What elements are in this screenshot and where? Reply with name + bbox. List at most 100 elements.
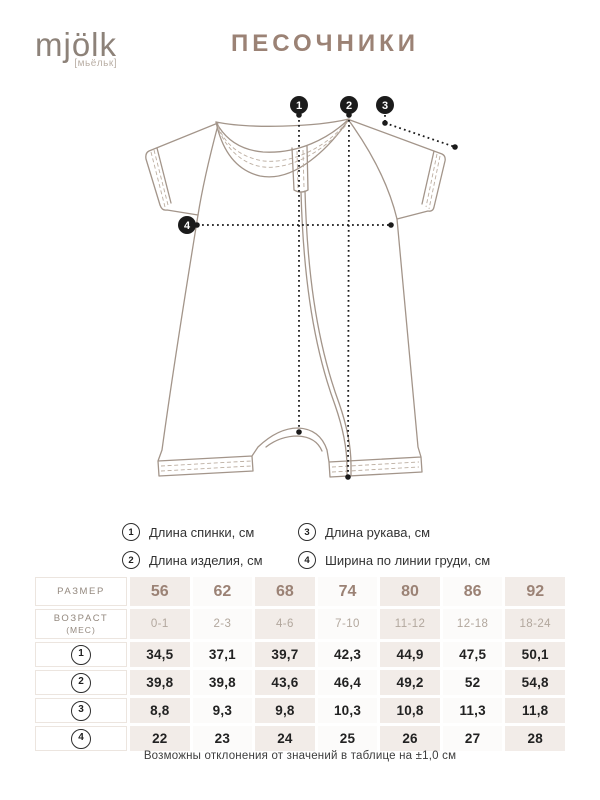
legend-item-4: 4 Ширина по линии груди, см	[298, 547, 490, 573]
collar-back-edge	[215, 118, 350, 127]
measurement-markers: 1 2 3 4	[178, 96, 394, 234]
row-number-circle: 2	[71, 672, 91, 693]
value-cell: 9,3	[192, 698, 253, 723]
value-cell: 25	[317, 726, 378, 751]
value-cell: 22	[130, 726, 190, 751]
size-header-cell: 80	[380, 577, 440, 606]
legend-item-2: 2 Длина изделия, см	[122, 547, 298, 573]
row-number-circle: 4	[71, 728, 91, 749]
row-number-circle: 1	[71, 644, 91, 665]
marker-3: 3	[376, 96, 394, 114]
right-hem-stitch	[331, 461, 420, 473]
right-sleeve-cuff	[421, 150, 435, 205]
romper-drawing	[145, 118, 446, 478]
value-cell: 39,8	[192, 670, 253, 695]
left-hem-stitch	[160, 460, 252, 472]
right-armhole-seam	[349, 121, 398, 220]
value-cell: 27	[442, 726, 503, 751]
age-cell: 2-3	[192, 609, 253, 639]
value-cell: 42,3	[317, 642, 378, 667]
size-header-cell: 68	[255, 577, 315, 606]
body-left-side	[157, 214, 423, 478]
left-sleeve	[145, 122, 219, 216]
age-cell: 11-12	[380, 609, 440, 639]
measure-row-label: 3	[35, 698, 127, 723]
value-cell: 49,2	[380, 670, 440, 695]
collar-outer-edge	[215, 118, 350, 178]
value-cell: 24	[255, 726, 315, 751]
placket-tab	[291, 145, 309, 193]
age-cell: 18-24	[505, 609, 565, 639]
left-armhole-seam	[197, 124, 219, 216]
size-header-cell: 86	[442, 577, 503, 606]
measurement-lines	[194, 112, 458, 480]
measure-row-label: 2	[35, 670, 127, 695]
row-number-circle: 3	[71, 700, 91, 721]
romper-measurement-diagram: 1 2 3 4	[145, 96, 458, 480]
legend-number-circle: 4	[298, 551, 316, 569]
tolerance-note: Возможны отклонения от значений в таблиц…	[143, 750, 457, 762]
brand-logo-transcription: [мьёльк]	[74, 58, 118, 69]
collar-inner-edge	[215, 118, 350, 153]
legend-number-circle: 1	[122, 523, 140, 541]
svg-text:3: 3	[382, 100, 388, 112]
brand-logo-text: mjölk	[35, 26, 118, 63]
value-cell: 37,1	[192, 642, 253, 667]
legend-item-3: 3 Длина рукава, см	[298, 519, 490, 545]
crotch-inner-seam	[265, 435, 323, 452]
value-cell: 8,8	[130, 698, 190, 723]
age-cell: 0-1	[130, 609, 190, 639]
value-cell: 43,6	[255, 670, 315, 695]
age-cell: 4-6	[255, 609, 315, 639]
right-sleeve	[349, 119, 446, 220]
value-cell: 39,7	[255, 642, 315, 667]
value-cell: 47,5	[442, 642, 503, 667]
svg-text:4: 4	[184, 220, 191, 232]
value-cell: 11,8	[505, 698, 565, 723]
legend-label: Длина рукава, см	[325, 524, 431, 540]
value-cell: 23	[192, 726, 253, 751]
value-cell: 44,9	[380, 642, 440, 667]
value-cell: 10,3	[317, 698, 378, 723]
age-cell: 7-10	[317, 609, 378, 639]
value-cell: 9,8	[255, 698, 315, 723]
age-sublabel-line: (мес)	[66, 624, 96, 635]
left-sleeve-cuff	[156, 147, 172, 204]
value-cell: 11,3	[442, 698, 503, 723]
value-cell: 34,5	[130, 642, 190, 667]
left-cuff-stitch	[150, 149, 169, 208]
marker-1: 1	[290, 96, 308, 114]
measure-line-2	[347, 114, 350, 478]
svg-text:2: 2	[346, 100, 352, 112]
collar-stitch	[217, 121, 348, 168]
age-label-line: ВОЗРАСТ	[53, 612, 109, 624]
size-header-cell: 62	[192, 577, 253, 606]
page-title: ПЕСОЧНИКИ	[230, 30, 420, 57]
size-header-cell: 56	[130, 577, 190, 606]
size-row-label: РАЗМЕР	[35, 577, 127, 606]
value-cell: 52	[442, 670, 503, 695]
svg-text:1: 1	[296, 100, 302, 112]
legend-number-circle: 3	[298, 523, 316, 541]
zipper-line	[300, 190, 352, 477]
measurement-legend: 1 Длина спинки, см 2 Длина изделия, см 3 Длин…	[122, 519, 490, 573]
age-row-label: ВОЗРАСТ (мес)	[35, 609, 127, 639]
value-cell: 50,1	[505, 642, 565, 667]
value-cell: 46,4	[317, 670, 378, 695]
size-table: РАЗМЕР 56 62 68 74 80 86 92 ВОЗРАСТ (мес) 0-1 2-3 4-…	[35, 577, 565, 751]
age-cell: 12-18	[442, 609, 503, 639]
value-cell: 26	[380, 726, 440, 751]
size-header-cell: 92	[505, 577, 565, 606]
legend-label: Длина изделия, см	[149, 552, 263, 568]
measure-line-3	[384, 115, 456, 148]
legend-item-1: 1 Длина спинки, см	[122, 519, 298, 545]
value-cell: 54,8	[505, 670, 565, 695]
marker-4: 4	[178, 216, 196, 234]
measure-row-label: 1	[35, 642, 127, 667]
value-cell: 10,8	[380, 698, 440, 723]
marker-2: 2	[340, 96, 358, 114]
measure-row-label: 4	[35, 726, 127, 751]
brand-logo: mjölk [мьёльк]	[35, 28, 117, 69]
legend-label: Ширина по линии груди, см	[325, 552, 491, 568]
